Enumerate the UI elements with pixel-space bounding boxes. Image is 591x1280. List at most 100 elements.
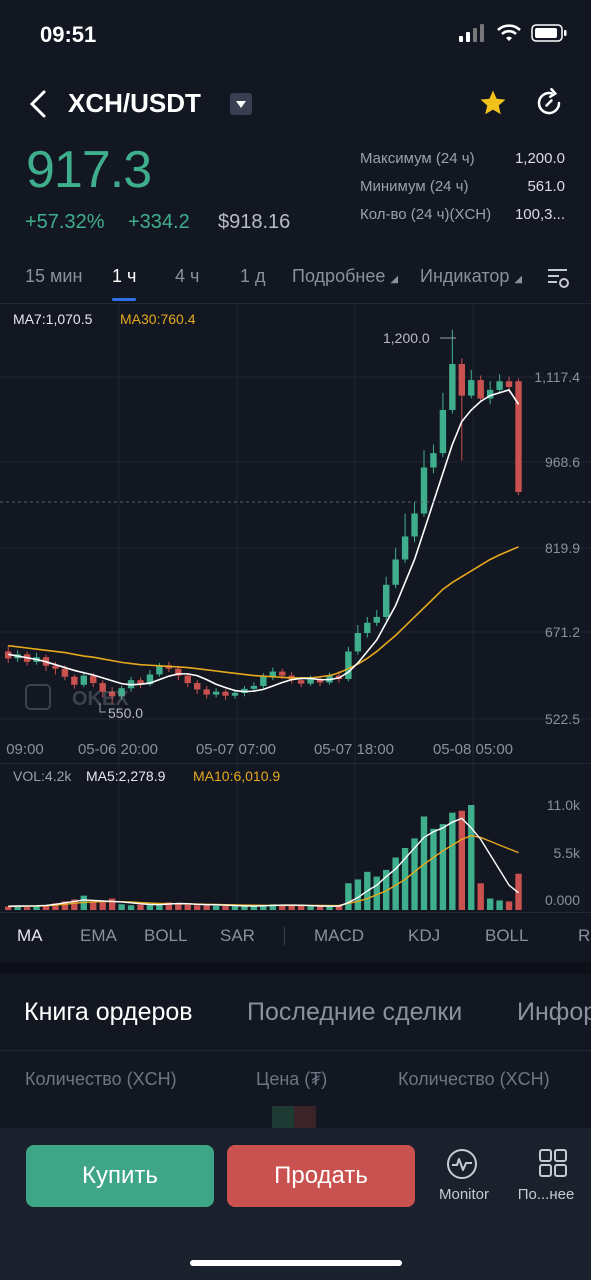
change-percent: +57.32%	[25, 211, 105, 233]
volume-bar	[212, 905, 220, 910]
volume-bar	[458, 810, 465, 910]
volume-bar	[203, 904, 210, 910]
tab-recent-trades[interactable]: Последние сделки	[247, 998, 463, 1026]
candle-body	[401, 536, 409, 560]
col-bid-qty: Количество (XCH)	[25, 1069, 177, 1089]
candle-body	[439, 409, 447, 454]
stat-low-value: 561.0	[527, 178, 565, 195]
tab-info[interactable]: Инфор	[517, 998, 591, 1026]
divider	[0, 1050, 591, 1051]
candle-body	[279, 671, 286, 676]
ma7-label: MA7:1,070.5	[13, 311, 93, 327]
candle-body	[137, 680, 144, 685]
tab-1h[interactable]: 1 ч	[112, 266, 137, 286]
sell-button[interactable]: Продать	[227, 1145, 415, 1207]
candle-body	[411, 513, 418, 537]
volume-bar	[118, 904, 125, 910]
volume-bar	[184, 904, 191, 910]
volume-bar	[505, 901, 513, 910]
volume-bar	[127, 905, 135, 910]
candle-body	[354, 633, 362, 652]
volume-bar	[250, 905, 258, 910]
volume-bar	[231, 906, 239, 910]
buy-button[interactable]: Купить	[26, 1145, 214, 1207]
chart-settings-icon[interactable]	[545, 265, 571, 291]
vol-tick-label: 0.000	[545, 892, 580, 908]
candle-body	[420, 467, 428, 514]
candle-body	[61, 668, 69, 677]
tab-4h[interactable]: 4 ч	[175, 266, 200, 286]
stat-volume-label: Кол-во (24 ч)(XCH)	[360, 206, 492, 223]
candle-body	[486, 389, 494, 399]
volume-bar	[430, 828, 437, 910]
pair-title[interactable]: XCH/USDT	[68, 88, 201, 118]
volume-bar	[260, 905, 267, 910]
candle-body	[99, 683, 106, 692]
candle-body	[505, 381, 513, 388]
monitor-label[interactable]: Monitor	[438, 1186, 490, 1203]
volume-bar	[42, 905, 50, 910]
candle-body	[90, 675, 97, 684]
candle-body	[71, 676, 78, 685]
ind-ma[interactable]: MA	[17, 926, 43, 945]
volume-bar	[137, 904, 144, 910]
tab-order-book[interactable]: Книга ордеров	[24, 998, 193, 1026]
tab-indicator-label: Индикатор	[420, 266, 510, 286]
y-tick-label: 671.2	[545, 624, 580, 640]
volume-bar	[71, 899, 78, 910]
home-indicator	[190, 1260, 402, 1266]
ind-ema[interactable]: EMA	[80, 926, 117, 945]
candle-body	[108, 691, 116, 697]
favorite-star-icon[interactable]	[478, 88, 508, 118]
ma5-label: MA5:2,278.9	[86, 768, 166, 784]
watermark-logo: OKEX	[25, 684, 129, 710]
status-time: 09:51	[40, 22, 97, 47]
ind-sar[interactable]: SAR	[220, 926, 255, 945]
candle-body	[515, 381, 522, 493]
x-tick-label: 09:00	[6, 741, 44, 758]
candle-body	[496, 381, 503, 390]
divider	[0, 763, 591, 764]
back-icon[interactable]	[24, 86, 54, 122]
volume-bar	[23, 907, 31, 910]
high-marker: 1,200.0	[383, 330, 430, 346]
candle-body	[80, 675, 87, 685]
volume-bar	[156, 903, 163, 910]
volume-bar	[165, 902, 173, 910]
tab-1d[interactable]: 1 д	[240, 266, 266, 286]
candle-body	[364, 622, 371, 634]
ind-boll[interactable]: BOLL	[144, 926, 188, 945]
vol-tick-label: 11.0k	[547, 797, 581, 813]
svg-text:OKEX: OKEX	[72, 688, 129, 710]
price-chart[interactable]: 1,200.0 550.0 OKEX 1,117.4 968.6 819.9 671.…	[0, 300, 591, 960]
tab-more-label: Подробнее	[292, 266, 386, 286]
pair-dropdown-icon[interactable]	[230, 93, 252, 115]
volume-bar	[307, 906, 314, 910]
volume-bar	[241, 906, 248, 910]
tab-indicator[interactable]: Индикатор ◢	[420, 266, 523, 286]
divider	[0, 303, 591, 304]
volume-bar	[194, 905, 201, 910]
tab-more[interactable]: Подробнее ◢	[292, 266, 399, 286]
more-label[interactable]: По...нее	[517, 1186, 575, 1203]
divider	[0, 912, 591, 913]
volume-bar	[326, 906, 333, 910]
volume-bar	[99, 902, 106, 910]
candle-body	[449, 364, 456, 410]
ind-more[interactable]: R	[578, 926, 591, 945]
ind-macd[interactable]: MACD	[314, 926, 365, 945]
candle-body	[458, 364, 465, 396]
volume-bar	[439, 824, 447, 910]
refresh-icon[interactable]	[534, 88, 564, 118]
tab-15m[interactable]: 15 мин	[25, 266, 83, 286]
stat-low-label: Минимум (24 ч)	[360, 178, 469, 195]
volume-bar	[146, 904, 154, 910]
ind-kdj[interactable]: KDJ	[408, 926, 441, 945]
stat-high-label: Максимум (24 ч)	[360, 150, 475, 167]
low-marker: 550.0	[108, 705, 143, 721]
monitor-icon[interactable]	[446, 1148, 478, 1180]
ind-boll-sub[interactable]: BOLL	[485, 926, 529, 945]
signal-icon	[459, 24, 484, 42]
candle-body	[175, 668, 182, 676]
more-grid-icon[interactable]	[538, 1148, 568, 1178]
